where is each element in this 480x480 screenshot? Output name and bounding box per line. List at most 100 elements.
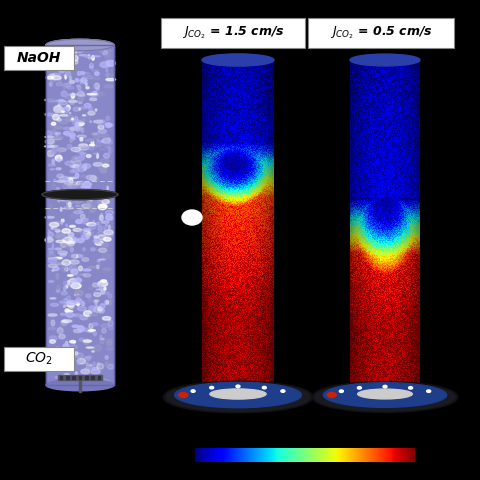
Ellipse shape bbox=[64, 206, 73, 209]
Ellipse shape bbox=[55, 229, 60, 232]
Ellipse shape bbox=[77, 378, 86, 382]
Ellipse shape bbox=[58, 194, 60, 200]
Ellipse shape bbox=[92, 323, 99, 325]
Ellipse shape bbox=[315, 383, 455, 411]
Ellipse shape bbox=[63, 344, 69, 348]
Ellipse shape bbox=[53, 134, 60, 135]
Ellipse shape bbox=[47, 139, 54, 144]
Ellipse shape bbox=[61, 219, 64, 222]
Ellipse shape bbox=[49, 250, 52, 255]
Ellipse shape bbox=[408, 386, 413, 389]
Ellipse shape bbox=[68, 94, 78, 96]
Ellipse shape bbox=[52, 149, 60, 155]
Ellipse shape bbox=[55, 248, 61, 250]
Ellipse shape bbox=[45, 145, 54, 147]
Ellipse shape bbox=[85, 181, 93, 187]
Ellipse shape bbox=[50, 77, 55, 82]
Ellipse shape bbox=[101, 196, 108, 201]
Ellipse shape bbox=[324, 383, 446, 408]
Ellipse shape bbox=[80, 138, 83, 141]
Ellipse shape bbox=[50, 367, 58, 371]
Ellipse shape bbox=[105, 50, 113, 51]
Ellipse shape bbox=[63, 107, 70, 112]
Ellipse shape bbox=[80, 153, 86, 155]
Ellipse shape bbox=[98, 307, 102, 311]
Ellipse shape bbox=[93, 145, 97, 147]
Ellipse shape bbox=[89, 63, 94, 69]
Ellipse shape bbox=[61, 366, 65, 367]
Ellipse shape bbox=[92, 133, 98, 135]
Ellipse shape bbox=[47, 216, 54, 218]
Ellipse shape bbox=[50, 303, 59, 306]
Ellipse shape bbox=[56, 187, 59, 192]
Ellipse shape bbox=[60, 304, 70, 305]
Ellipse shape bbox=[90, 306, 96, 312]
Ellipse shape bbox=[57, 180, 66, 182]
Ellipse shape bbox=[76, 121, 84, 126]
Ellipse shape bbox=[96, 153, 98, 158]
Ellipse shape bbox=[94, 292, 97, 293]
Bar bbox=[58, 375, 102, 380]
Ellipse shape bbox=[78, 326, 84, 332]
Ellipse shape bbox=[84, 340, 92, 342]
Ellipse shape bbox=[71, 248, 73, 252]
Ellipse shape bbox=[45, 99, 54, 101]
Ellipse shape bbox=[99, 259, 105, 260]
Ellipse shape bbox=[75, 126, 82, 131]
Ellipse shape bbox=[54, 132, 60, 134]
Ellipse shape bbox=[64, 286, 66, 291]
Ellipse shape bbox=[89, 224, 96, 229]
Ellipse shape bbox=[104, 226, 107, 227]
Ellipse shape bbox=[46, 379, 114, 391]
Ellipse shape bbox=[61, 353, 70, 355]
Ellipse shape bbox=[92, 201, 98, 207]
Ellipse shape bbox=[45, 238, 53, 242]
Ellipse shape bbox=[60, 301, 66, 303]
Ellipse shape bbox=[79, 144, 88, 147]
Ellipse shape bbox=[100, 304, 105, 308]
Ellipse shape bbox=[101, 254, 110, 259]
Ellipse shape bbox=[71, 127, 80, 130]
Ellipse shape bbox=[67, 202, 70, 205]
Ellipse shape bbox=[72, 254, 78, 258]
Ellipse shape bbox=[75, 290, 84, 296]
Ellipse shape bbox=[102, 200, 109, 204]
Ellipse shape bbox=[48, 314, 57, 316]
Ellipse shape bbox=[66, 241, 74, 244]
Ellipse shape bbox=[56, 100, 65, 102]
Ellipse shape bbox=[86, 223, 96, 226]
Ellipse shape bbox=[84, 339, 89, 345]
Ellipse shape bbox=[107, 73, 108, 78]
Ellipse shape bbox=[108, 294, 112, 298]
Ellipse shape bbox=[87, 232, 91, 236]
Ellipse shape bbox=[70, 99, 74, 105]
Ellipse shape bbox=[97, 199, 102, 204]
Ellipse shape bbox=[327, 393, 336, 397]
Ellipse shape bbox=[92, 350, 95, 352]
Ellipse shape bbox=[90, 206, 95, 209]
Ellipse shape bbox=[72, 118, 73, 120]
Ellipse shape bbox=[210, 386, 214, 389]
Ellipse shape bbox=[98, 263, 100, 266]
Ellipse shape bbox=[87, 196, 94, 201]
Ellipse shape bbox=[62, 180, 66, 183]
Ellipse shape bbox=[56, 240, 65, 243]
Ellipse shape bbox=[73, 107, 80, 111]
Ellipse shape bbox=[95, 72, 99, 75]
Ellipse shape bbox=[73, 342, 75, 344]
Ellipse shape bbox=[94, 293, 101, 297]
Ellipse shape bbox=[45, 216, 54, 218]
Ellipse shape bbox=[74, 314, 82, 317]
Ellipse shape bbox=[66, 108, 68, 112]
Ellipse shape bbox=[47, 237, 52, 240]
Ellipse shape bbox=[383, 385, 387, 388]
Ellipse shape bbox=[71, 283, 81, 288]
Ellipse shape bbox=[89, 330, 96, 331]
Ellipse shape bbox=[52, 73, 60, 76]
Ellipse shape bbox=[57, 286, 60, 291]
Ellipse shape bbox=[70, 359, 72, 364]
Ellipse shape bbox=[73, 211, 83, 214]
Ellipse shape bbox=[79, 338, 84, 341]
Ellipse shape bbox=[83, 248, 85, 251]
Ellipse shape bbox=[48, 259, 57, 263]
